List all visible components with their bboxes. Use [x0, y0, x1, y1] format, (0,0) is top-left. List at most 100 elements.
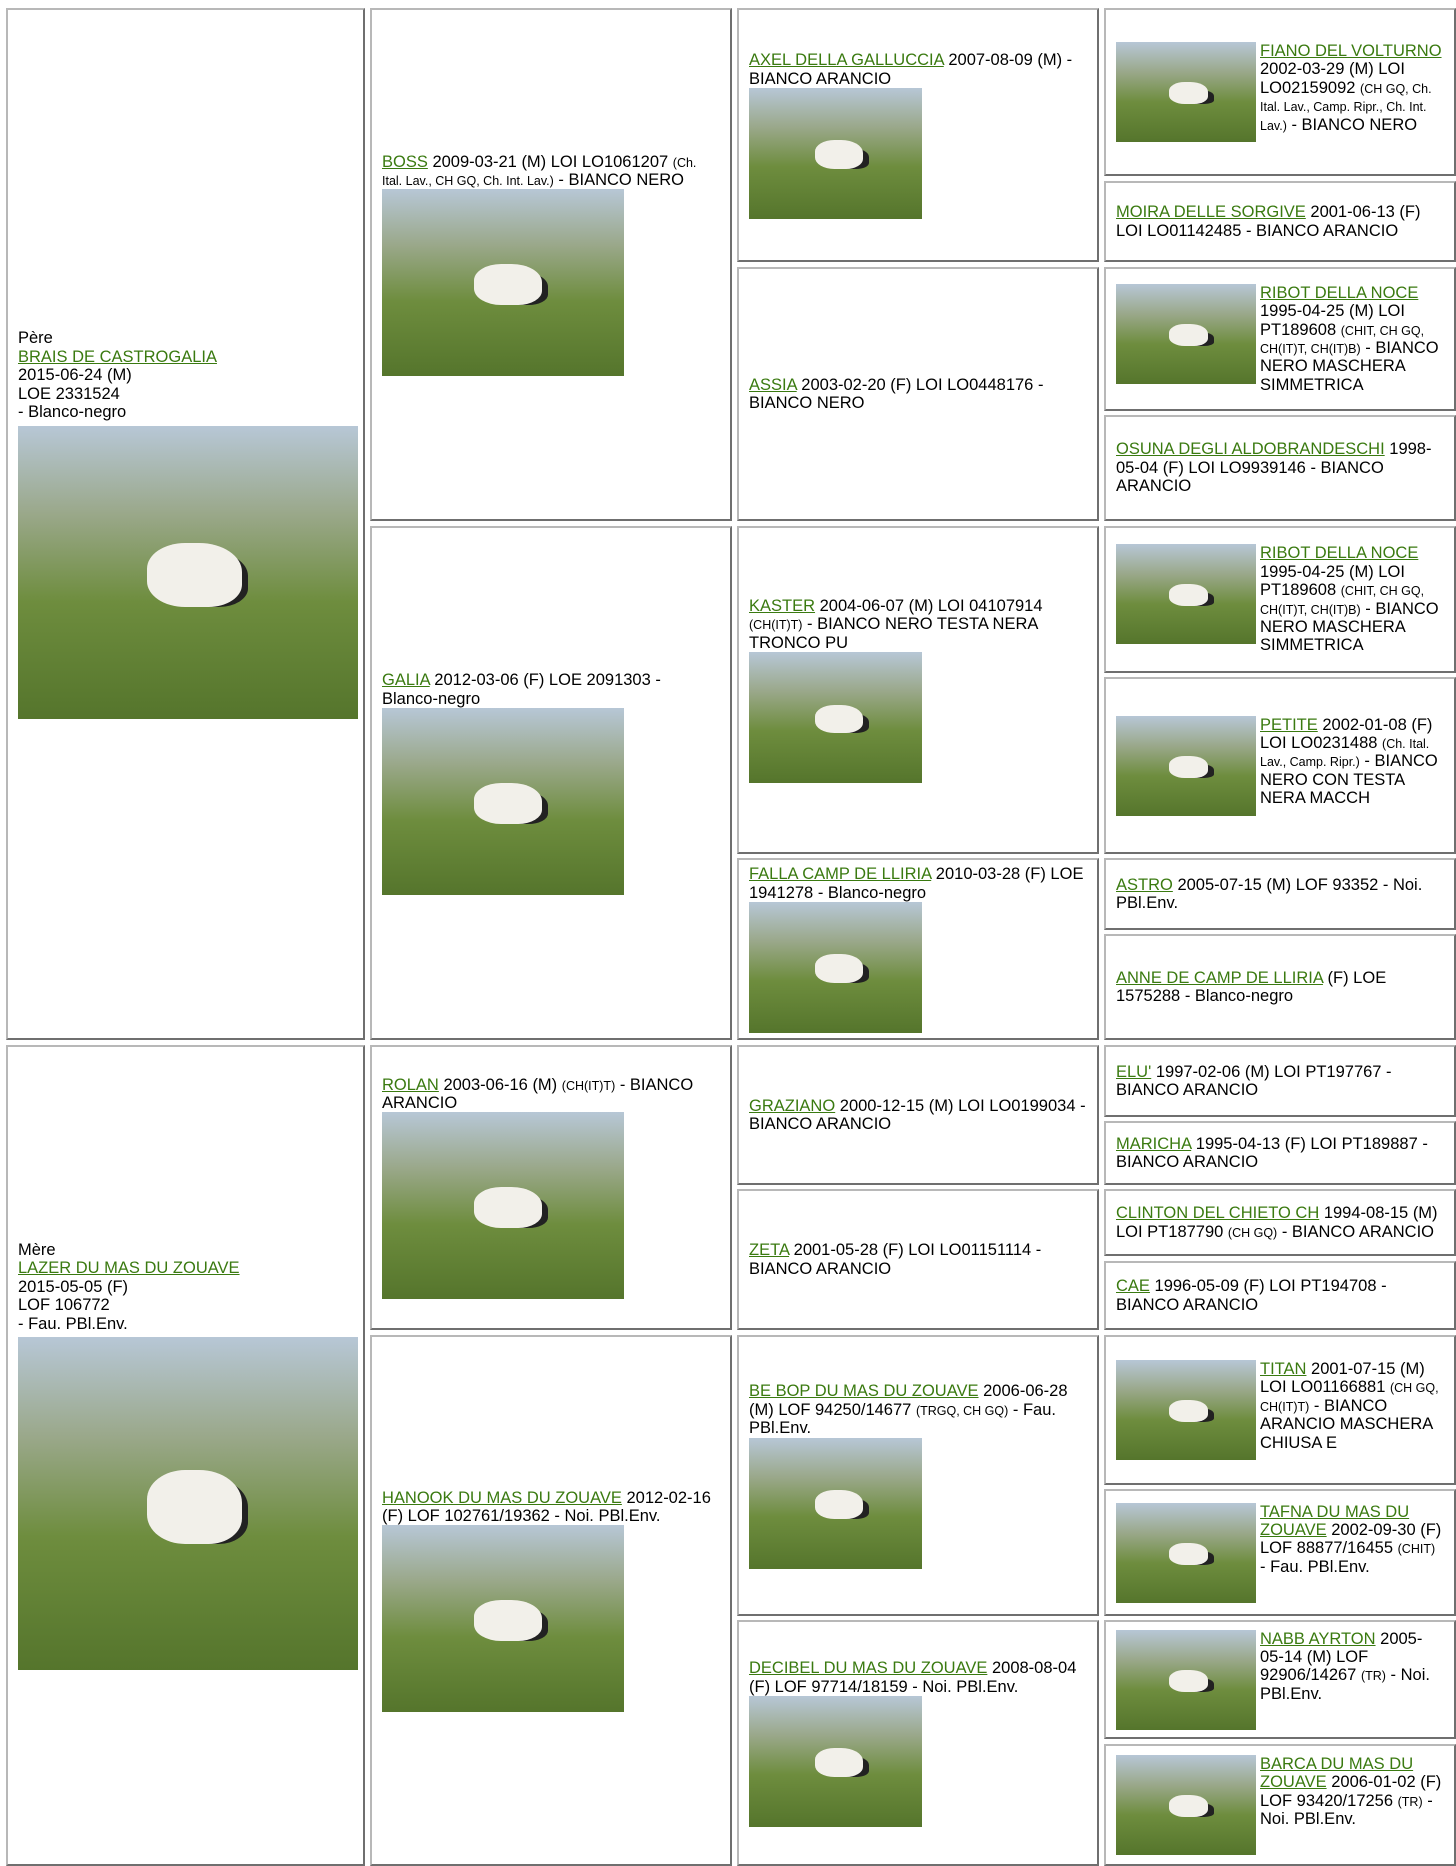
cell-content: CLINTON DEL CHIETO CH 1994-08-15 (M) LOI… [1116, 1204, 1444, 1241]
dog-info: 2006-01-02 (F) LOF 93420/17256 [1260, 1773, 1442, 1810]
cell-content: ASSIA 2003-02-20 (F) LOI LO0448176 - BIA… [749, 376, 1087, 413]
cell-content: HANOOK DU MAS DU ZOUAVE 2012-02-16 (F) L… [382, 1489, 720, 1713]
dog-name-link[interactable]: KASTER [749, 596, 816, 615]
dog-name-link[interactable]: ANNE DE CAMP DE LLIRIA [1116, 968, 1323, 987]
dog-photo [382, 1112, 624, 1300]
dog-info: 2012-03-06 (F) LOE 2091303 - Blanco-negr… [382, 671, 661, 708]
dog-name-link[interactable]: MARICHA [1116, 1134, 1192, 1153]
pedigree-cell: TAFNA DU MAS DU ZOUAVE 2002-09-30 (F) LO… [1104, 1489, 1456, 1616]
dog-name-link[interactable]: TITAN [1260, 1360, 1307, 1378]
cell-content: CAE 1996-05-09 (F) LOI PT194708 - BIANCO… [1116, 1277, 1444, 1314]
dog-name-link[interactable]: OSUNA DEGLI ALDOBRANDESCHI [1116, 440, 1385, 459]
dog-name-link[interactable]: GALIA [382, 671, 430, 690]
dog-name-link[interactable]: FIANO DEL VOLTURNO [1260, 42, 1442, 60]
dog-photo [382, 189, 624, 377]
dog-name-link[interactable]: MOIRA DELLE SORGIVE [1116, 203, 1306, 222]
dog-name-link[interactable]: RIBOT DELLA NOCE [1260, 544, 1419, 563]
dog-info: 1994-08-15 (M) LOI PT187790 [1116, 1204, 1438, 1241]
dog-info: 2002-01-08 (F) LOI LO0231488 [1260, 715, 1433, 752]
dog-titles: (CH GQ) [1227, 1225, 1278, 1240]
pedigree-cell: CAE 1996-05-09 (F) LOI PT194708 - BIANCO… [1104, 1261, 1456, 1330]
pedigree-cell: TITAN 2001-07-15 (M) LOI LO01166881 (CH … [1104, 1335, 1456, 1485]
dog-titles: (Ch. Ital. Lav., Camp. Ripr.) [1260, 736, 1430, 770]
pedigree-cell: ANNE DE CAMP DE LLIRIA (F) LOE 1575288 -… [1104, 934, 1456, 1040]
dog-info: 2007-08-09 (M) - BIANCO ARANCIO [749, 51, 1073, 88]
pedigree-cell: Père BRAIS DE CASTROGALIA 2015-06-24 (M) LO… [6, 8, 365, 1040]
cell-content: Père BRAIS DE CASTROGALIA 2015-06-24 (M) LO… [18, 329, 358, 719]
dog-name-link[interactable]: ELU' [1116, 1062, 1152, 1081]
dog-titles: (CHIT) [1397, 1542, 1436, 1557]
dog-name-link[interactable]: RIBOT DELLA NOCE [1260, 283, 1419, 302]
dog-info: 2008-08-04 (F) LOF 97714/18159 - Noi. PB… [749, 1659, 1077, 1696]
dog-info: 2015-05-05 (F) [18, 1277, 129, 1296]
dog-color: - BIANCO ARANCIO MASCHERA CHIUSA E [1260, 1396, 1433, 1452]
pedigree-cell: BOSS 2009-03-21 (M) LOI LO1061207 (Ch. I… [370, 8, 732, 521]
cell-content: BE BOP DU MAS DU ZOUAVE 2006-06-28 (M) L… [749, 1382, 1087, 1569]
dog-info: 2001-07-15 (M) LOI LO01166881 [1260, 1360, 1425, 1397]
dog-name-link[interactable]: TAFNA DU MAS DU ZOUAVE [1260, 1502, 1410, 1539]
cell-content: TITAN 2001-07-15 (M) LOI LO01166881 (CH … [1116, 1360, 1444, 1460]
dog-color: - BIANCO NERO [558, 171, 685, 189]
dog-name-link[interactable]: NABB AYRTON [1260, 1629, 1376, 1648]
dog-info: 2006-06-28 (M) LOF 94250/14677 [749, 1382, 1068, 1419]
dog-info: 2003-02-20 (F) LOI LO0448176 - BIANCO NE… [749, 375, 1044, 412]
cell-content: GALIA 2012-03-06 (F) LOE 2091303 - Blanc… [382, 671, 720, 895]
dog-name-link[interactable]: ZETA [749, 1241, 790, 1260]
dog-name-link[interactable]: CAE [1116, 1277, 1150, 1296]
dog-info: 1998-05-04 (F) LOI LO9939146 - BIANCO AR… [1116, 440, 1432, 496]
pedigree-cell: AXEL DELLA GALLUCCIA 2007-08-09 (M) - BI… [737, 8, 1099, 262]
dog-name-link[interactable]: BE BOP DU MAS DU ZOUAVE [749, 1382, 979, 1401]
dog-color: - BIANCO NERO CON TESTA NERA MACCH [1260, 752, 1438, 808]
pedigree-cell: ASTRO 2005-07-15 (M) LOF 93352 - Noi. PB… [1104, 858, 1456, 930]
cell-content: NABB AYRTON 2005-05-14 (M) LOF 92906/142… [1116, 1629, 1444, 1730]
dog-name-link[interactable]: CLINTON DEL CHIETO CH [1116, 1204, 1320, 1223]
dog-info: 2000-12-15 (M) LOI LO0199034 - BIANCO AR… [749, 1096, 1086, 1133]
pedigree-cell: NABB AYRTON 2005-05-14 (M) LOF 92906/142… [1104, 1620, 1456, 1739]
dog-name-link[interactable]: PETITE [1260, 715, 1318, 734]
pedigree-cell: BARCA DU MAS DU ZOUAVE 2006-01-02 (F) LO… [1104, 1744, 1456, 1866]
cell-content: PETITE 2002-01-08 (F) LOI LO0231488 (Ch.… [1116, 715, 1444, 816]
cell-content: Mère LAZER DU MAS DU ZOUAVE 2015-05-05 (F)… [18, 1240, 358, 1671]
dog-info: 1995-04-25 (M) LOI PT189608 [1260, 562, 1405, 600]
dog-info: 2005-05-14 (M) LOF 92906/14267 [1260, 1629, 1423, 1685]
dog-name-link[interactable]: ROLAN [382, 1075, 439, 1094]
dog-photo [749, 87, 922, 219]
cell-content: ASTRO 2005-07-15 (M) LOF 93352 - Noi. PB… [1116, 876, 1444, 913]
cell-content: TAFNA DU MAS DU ZOUAVE 2002-09-30 (F) LO… [1116, 1502, 1444, 1603]
dog-info: 2003-06-16 (M) [443, 1075, 558, 1094]
dog-name-link[interactable]: GRAZIANO [749, 1096, 836, 1115]
cell-content: DECIBEL DU MAS DU ZOUAVE 2008-08-04 (F) … [749, 1659, 1087, 1827]
parent-label: Mère [18, 1240, 56, 1259]
pedigree-cell: MARICHA 1995-04-13 (F) LOI PT189887 - BI… [1104, 1121, 1456, 1185]
dog-name-link[interactable]: BRAIS DE CASTROGALIA [18, 347, 217, 366]
dog-titles: (CH GQ, Ch. Ital. Lav., Camp. Ripr., Ch.… [1260, 81, 1432, 133]
dog-photo [749, 1437, 922, 1569]
dog-name-link[interactable]: ASSIA [749, 375, 797, 394]
cell-content: OSUNA DEGLI ALDOBRANDESCHI 1998-05-04 (F… [1116, 440, 1444, 495]
dog-name-link[interactable]: ASTRO [1116, 875, 1173, 894]
cell-content: FIANO DEL VOLTURNO 2002-03-29 (M) LOI LO… [1116, 42, 1444, 142]
dog-info: 2002-09-30 (F) LOF 88877/16455 [1260, 1520, 1442, 1558]
pedigree-cell: DECIBEL DU MAS DU ZOUAVE 2008-08-04 (F) … [737, 1620, 1099, 1866]
pedigree-cell: ROLAN 2003-06-16 (M) (CH(IT)T) - BIANCO … [370, 1045, 732, 1330]
dog-info: 2005-07-15 (M) LOF 93352 - Noi. PBl.Env. [1116, 875, 1423, 912]
dog-photo [382, 707, 624, 895]
pedigree-cell: OSUNA DEGLI ALDOBRANDESCHI 1998-05-04 (F… [1104, 415, 1456, 521]
cell-content: RIBOT DELLA NOCE 1995-04-25 (M) LOI PT18… [1116, 283, 1444, 395]
dog-name-link[interactable]: HANOOK DU MAS DU ZOUAVE [382, 1488, 622, 1507]
dog-color: - Fau. PBl.Env. [1260, 1557, 1370, 1576]
dog-name-link[interactable]: AXEL DELLA GALLUCCIA [749, 51, 944, 70]
pedigree-cell: ELU' 1997-02-06 (M) LOI PT197767 - BIANC… [1104, 1045, 1456, 1117]
dog-photo [1116, 1502, 1256, 1603]
dog-name-link[interactable]: FALLA CAMP DE LLIRIA [749, 865, 932, 884]
dog-name-link[interactable]: BOSS [382, 152, 428, 171]
dog-name-link[interactable]: BARCA DU MAS DU ZOUAVE [1260, 1755, 1414, 1792]
dog-titles: (CH GQ, CH(IT)T) [1260, 1381, 1439, 1414]
dog-name-link[interactable]: DECIBEL DU MAS DU ZOUAVE [749, 1659, 988, 1678]
pedigree-cell: ASSIA 2003-02-20 (F) LOI LO0448176 - BIA… [737, 267, 1099, 521]
dog-name-link[interactable]: LAZER DU MAS DU ZOUAVE [18, 1259, 240, 1278]
cell-content: MARICHA 1995-04-13 (F) LOI PT189887 - BI… [1116, 1135, 1444, 1172]
dog-info: 2001-05-28 (F) LOI LO01151114 - BIANCO A… [749, 1241, 1042, 1278]
dog-color: - BIANCO NERO MASCHERA SIMMETRICA [1260, 599, 1439, 655]
